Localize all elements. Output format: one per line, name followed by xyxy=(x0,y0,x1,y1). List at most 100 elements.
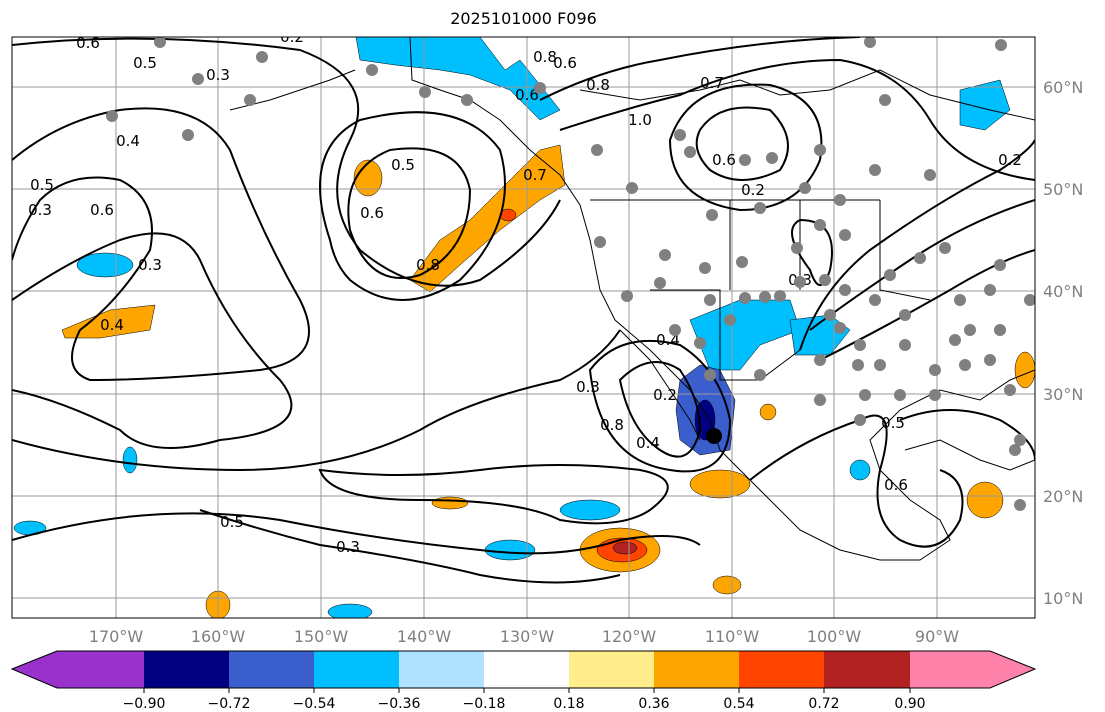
station-dot xyxy=(819,274,831,286)
colorbar: −0.90 −0.72 −0.54 −0.36 −0.18 0.18 0.36 0.54 0.7… xyxy=(10,650,1037,712)
contour-label: 0.5 xyxy=(30,176,54,194)
latitude-label: 40°N xyxy=(1043,282,1083,301)
contour-label: 0.6 xyxy=(515,86,539,104)
station-dot xyxy=(839,284,851,296)
station-dot xyxy=(244,94,256,106)
coastlines xyxy=(229,37,1035,561)
contour-label: 0.3 xyxy=(138,256,162,274)
station-dot xyxy=(929,364,941,376)
map-frame xyxy=(11,36,1036,619)
colorbar-segment xyxy=(484,651,569,688)
station-dot xyxy=(654,277,666,289)
station-dot xyxy=(799,182,811,194)
station-dot xyxy=(621,290,633,302)
station-dot xyxy=(626,182,638,194)
station-dot xyxy=(852,359,864,371)
colorbar-tick-label: −0.36 xyxy=(378,696,421,712)
colorbar-outline xyxy=(10,650,1037,689)
station-dot xyxy=(106,110,118,122)
station-dot xyxy=(766,152,778,164)
station-dot xyxy=(736,256,748,268)
contour-label: 0.5 xyxy=(391,156,415,174)
colorbar-segment xyxy=(229,651,314,688)
station-dot xyxy=(659,249,671,261)
station-dot xyxy=(814,144,826,156)
latitude-label: 30°N xyxy=(1043,385,1083,404)
station-dot xyxy=(994,259,1006,271)
station-dot xyxy=(694,337,706,349)
contour-label: 0.6 xyxy=(360,204,384,222)
station-dot xyxy=(754,369,766,381)
contour-label: 0.4 xyxy=(636,434,660,452)
station-dot xyxy=(791,242,803,254)
contours xyxy=(12,37,1035,584)
contour-label: 0.5 xyxy=(133,54,157,72)
station-dot xyxy=(874,359,886,371)
station-dot xyxy=(754,202,766,214)
station-dot xyxy=(1009,444,1021,456)
station-dot xyxy=(929,389,941,401)
colorbar-segment xyxy=(569,651,654,688)
graticule xyxy=(12,37,1035,618)
contour-label: 0.2 xyxy=(741,181,765,199)
contour-label: 0.3 xyxy=(336,538,360,556)
colorbar-segment xyxy=(739,651,824,688)
station-dot xyxy=(864,37,876,48)
station-dot xyxy=(256,51,268,63)
station-dot xyxy=(739,292,751,304)
station-dot xyxy=(899,309,911,321)
contour-label: 0.2 xyxy=(653,386,677,404)
contour-label: 0.2 xyxy=(998,151,1022,169)
colorbar-segment xyxy=(824,651,910,688)
station-dot xyxy=(984,354,996,366)
station-dot xyxy=(704,294,716,306)
latitude-label: 50°N xyxy=(1043,180,1083,199)
station-dot xyxy=(591,144,603,156)
contour-label: 0.7 xyxy=(523,166,547,184)
colorbar-tick-label: 0.36 xyxy=(638,696,669,712)
station-dot xyxy=(994,324,1006,336)
latitude-labels: 60°N 50°N 40°N 30°N 20°N 10°N xyxy=(1043,78,1083,608)
station-dot xyxy=(699,262,711,274)
station-dot xyxy=(939,242,951,254)
contour-label: 0.7 xyxy=(700,74,724,92)
station-dot xyxy=(894,389,906,401)
figure-title: 2025101000 F096 xyxy=(450,9,597,28)
colorbar-segment xyxy=(399,651,484,688)
contour-label: 0.6 xyxy=(884,476,908,494)
colorbar-segment xyxy=(910,651,1035,688)
station-dot xyxy=(794,276,806,288)
station-dot xyxy=(774,290,786,302)
longitude-label: 110°W xyxy=(705,627,760,646)
station-dot xyxy=(684,146,696,158)
station-dot xyxy=(984,284,996,296)
station-dots xyxy=(106,37,1035,511)
station-dot xyxy=(859,389,871,401)
contour-label: 0.3 xyxy=(206,66,230,84)
contour-labels: 0.6 0.5 0.3 0.2 0.4 0.5 0.6 0.3 0.4 0.5 0.6 0.8 0.7 0… xyxy=(28,37,1022,556)
contour-label: 0.8 xyxy=(586,76,610,94)
contour-label: 0.4 xyxy=(116,132,140,150)
station-dot xyxy=(964,324,976,336)
station-dot xyxy=(154,37,166,48)
station-dot xyxy=(854,414,866,426)
colorbar-tick-label: 0.18 xyxy=(553,696,584,712)
station-dot xyxy=(724,314,736,326)
station-dot xyxy=(759,291,771,303)
contour-label: 0.8 xyxy=(416,256,440,274)
station-dot xyxy=(834,322,846,334)
colorbar-tick-label: 0.54 xyxy=(723,696,754,712)
latitude-label: 60°N xyxy=(1043,78,1083,97)
contour-label: 0.3 xyxy=(576,378,600,396)
longitude-label: 160°W xyxy=(191,627,246,646)
latitude-label: 20°N xyxy=(1043,487,1083,506)
station-dot xyxy=(461,94,473,106)
colorbar-segment xyxy=(314,651,399,688)
longitude-label: 90°W xyxy=(915,627,959,646)
station-dot xyxy=(182,129,194,141)
longitude-label: 170°W xyxy=(89,627,144,646)
colorbar-tick-label: −0.18 xyxy=(463,696,506,712)
station-dot xyxy=(814,219,826,231)
contour-label: 1.0 xyxy=(628,111,652,129)
station-dot xyxy=(959,359,971,371)
